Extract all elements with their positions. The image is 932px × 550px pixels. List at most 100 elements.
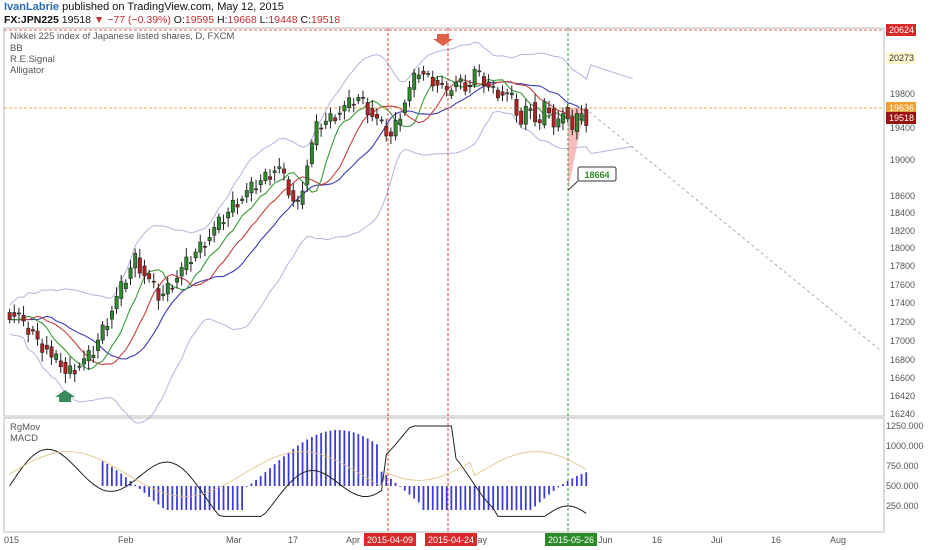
macd-panel [9,425,588,517]
time-tick-label: Feb [118,535,134,545]
candle-body [333,117,338,122]
price-pane-border [3,27,885,417]
price-tick-label: 18000 [890,243,915,253]
candle-body [337,112,342,115]
candle-body [277,166,282,169]
price-tick-label: 17200 [890,317,915,327]
author-line: IvanLabrie published on TradingView.com,… [4,1,284,13]
candle-body [291,190,296,202]
candle-body [268,176,272,180]
candle-body [119,281,124,299]
date-highlight-box [545,533,597,546]
macd-line [9,425,587,517]
candles [7,64,589,383]
candle-body [96,339,100,351]
candle-body [361,97,365,99]
candle-body [342,105,347,112]
chart-frame [3,27,885,533]
candle-body [82,358,87,365]
author-name[interactable]: IvanLabrie [4,1,60,13]
candle-body [282,168,286,174]
candle-body [244,190,249,198]
candle-body [509,92,514,96]
alligator-jaw-line [9,81,587,360]
price-tick-label: 18400 [890,208,915,218]
candle-body [393,120,398,137]
price-label-text: 20273 [889,53,914,63]
price-change: −77 (−0.39%) [107,14,171,26]
candle-body [193,251,198,259]
candle-body [570,116,575,130]
candle-body [295,199,300,202]
time-tick-label: 17 [288,535,298,545]
candle-body [468,85,472,88]
candle-body [263,171,268,181]
candle-body [40,343,45,353]
close-value: 19518 [311,14,341,26]
bollinger-bands [9,41,633,424]
candle-body [495,89,500,99]
candle-body [556,118,561,128]
candle-body [314,121,319,146]
candle-body [458,78,463,83]
candle-body [240,198,245,201]
candle-body [365,102,370,116]
candle-body [491,86,496,88]
candle-body [170,287,175,290]
candle-body [216,216,221,230]
alligator [9,75,587,370]
candle-body [151,280,156,283]
candle-body [398,118,403,125]
candle-body [533,102,538,123]
target-pointer [567,180,579,191]
high-value: 19668 [227,14,257,26]
candle-body [123,282,128,289]
candle-body [44,344,49,350]
time-tick-label: Jun [598,535,613,545]
macd-tick-label: 250.000 [886,501,919,511]
time-tick-label: Mar [226,535,242,545]
price-tick-label: 17000 [890,336,915,346]
price-label-text: 20624 [889,25,914,35]
time-tick-label: May [470,535,488,545]
price-label-box [886,24,916,36]
candle-body [435,80,440,86]
candle-body [147,273,152,280]
candle-body [528,108,533,111]
candle-body [551,108,556,128]
price-tick-label: 17800 [890,261,915,271]
macd-tick-label: 500.000 [886,481,919,491]
date-highlight-label: 2015-05-26 [548,535,594,545]
candle-body [230,199,235,213]
candle-body [128,267,133,279]
price-tick-label: 17400 [890,298,915,308]
candle-body [63,361,68,374]
candle-body [179,267,184,277]
price-tick-label: 16800 [890,355,915,365]
alligator-lips-line [9,75,587,370]
candle-body [542,101,547,126]
candle-body [212,227,217,236]
candle-body [184,256,189,271]
candle-body [319,127,324,130]
candle-body [300,190,305,205]
price-tick-label: 18200 [890,226,915,236]
vertical-markers [55,28,569,532]
candle-body [486,81,491,88]
candle-body [481,76,486,86]
candle-body [105,325,110,330]
candle-body [519,110,524,125]
candle-body [235,204,240,208]
candle-body [440,83,445,85]
candle-body [12,312,17,317]
candle-body [537,119,542,124]
macd-legend-rgmov: RgMov [10,422,40,433]
macd-tick-label: 1250.000 [886,421,924,431]
macd-tick-label: 750.000 [886,461,919,471]
candle-body [402,102,407,114]
time-tick-label: Apr [346,535,360,545]
candle-body [426,73,431,75]
candle-body [272,170,277,173]
trend-projection-line [584,107,881,351]
